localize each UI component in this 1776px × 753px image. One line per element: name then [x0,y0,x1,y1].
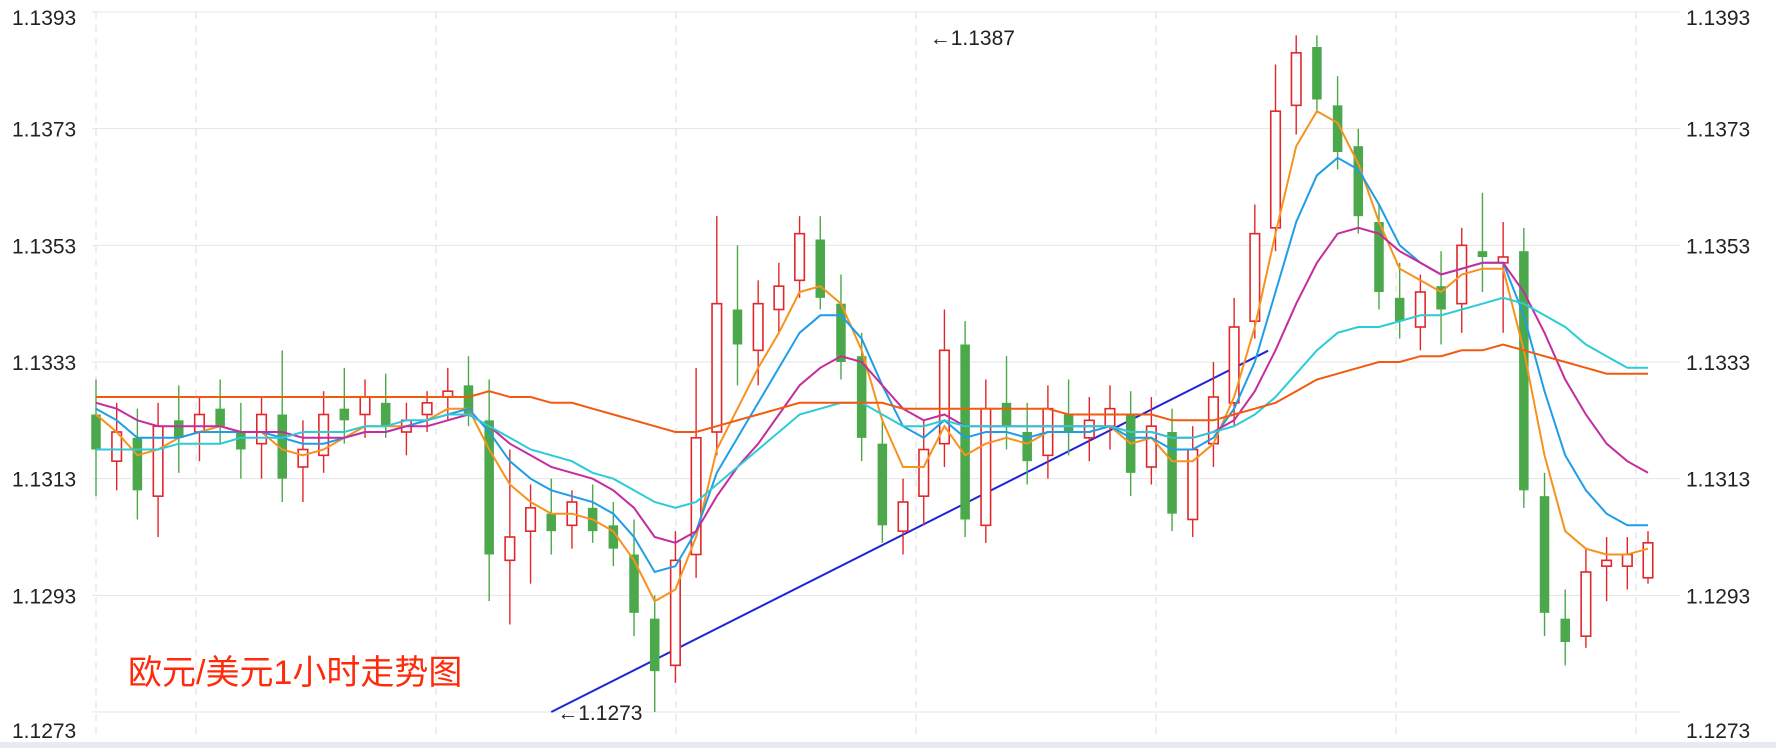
moving-average-line-0 [95,109,1649,603]
y-tick-label-left: 1.1353 [12,235,76,258]
y-tick-label-right: 1.1313 [1686,469,1750,492]
candle-body [815,239,826,298]
candle-body [1228,326,1240,404]
candle-body [236,432,246,450]
candle-body [1580,571,1592,637]
candle-body [132,437,143,491]
candle-body [649,618,660,672]
candle-body [1621,553,1633,567]
candle-body [877,443,888,526]
candle-body [856,356,867,438]
candle-body [421,402,433,416]
candle-body [1519,251,1529,491]
candle-body [938,349,950,445]
candle-body [91,414,101,450]
candle-body [1436,286,1446,310]
candle-body [669,559,681,667]
candle-body [1167,432,1177,514]
y-tick-label-left: 1.1373 [12,119,76,142]
y-tick-label-left: 1.1393 [12,7,76,30]
candle-body [463,385,474,415]
candle-body [1332,105,1343,152]
candle-body [484,420,494,555]
candle-body [1063,414,1074,432]
candle-body [215,408,225,427]
candle-body [711,302,723,433]
candle-body [1269,110,1282,229]
candle-body [1477,251,1488,257]
candle-body [1249,232,1261,322]
candle-body [1145,425,1157,468]
y-axis-right: 1.1393 1.1373 1.1353 1.1333 1.1313 1.1293 1.12… [1686,7,1750,743]
candle-body [1104,407,1116,427]
candle-body [1601,559,1613,567]
candle-body [1083,419,1095,439]
candle-body [1394,297,1405,322]
y-tick-label-right: 1.1273 [1686,720,1750,743]
candle-body [918,448,930,497]
candle-body [339,408,350,421]
candle-body [752,302,764,352]
candle-body [794,232,806,282]
candle-body [193,413,206,433]
candle-body [525,507,537,532]
candle-body [1414,291,1426,328]
candle-body [836,303,846,362]
candle-body [1290,52,1302,107]
candle-body [608,525,619,549]
price-annotation: ←1.1387 [930,27,1015,50]
y-tick-label-left: 1.1313 [12,469,76,492]
candle-body [1539,496,1550,613]
candle-body [629,554,639,613]
y-tick-label-right: 1.1393 [1686,7,1750,30]
candle-body [255,413,268,445]
candle-body [960,344,970,520]
price-annotation: ←1.1273 [557,702,642,725]
candle-body [277,414,287,479]
moving-average-line-3 [96,296,1648,509]
candle-body [1374,222,1384,292]
y-tick-label-right: 1.1293 [1686,585,1750,608]
candle-body [297,448,309,468]
candle-body [732,309,743,345]
candle-body [152,425,164,497]
moving-average-line-2 [95,226,1649,544]
y-tick-label-left: 1.1273 [12,720,76,743]
candle-body [1001,402,1012,427]
candle-body [504,536,516,562]
y-tick-label-left: 1.1333 [12,352,76,375]
candle-body [1312,47,1322,100]
y-tick-label-left: 1.1293 [12,585,76,608]
y-tick-label-right: 1.1373 [1686,119,1750,142]
y-tick-label-right: 1.1333 [1686,352,1750,375]
candle-body [773,285,785,311]
candle-body [1642,542,1654,579]
candle-body [1353,146,1364,217]
moving-average-line-4 [96,343,1648,433]
candle-body [174,420,184,438]
candle-body [1560,618,1570,642]
candle-body [897,501,909,532]
moving-averages-layer [95,109,1649,603]
candle-body [546,513,557,532]
chart-title: 欧元/美元1小时走势图 [128,654,462,692]
candle-body [318,413,330,457]
candle-body [1022,432,1032,462]
y-tick-label-right: 1.1353 [1686,235,1750,258]
candle-body [359,396,371,416]
candle-body [380,402,391,427]
candle-body [690,437,702,556]
y-axis-left: 1.1393 1.1373 1.1353 1.1333 1.1313 1.1293 1.12… [12,7,76,743]
annotations-layer: ←1.1387 ←1.1273 [557,27,1015,725]
